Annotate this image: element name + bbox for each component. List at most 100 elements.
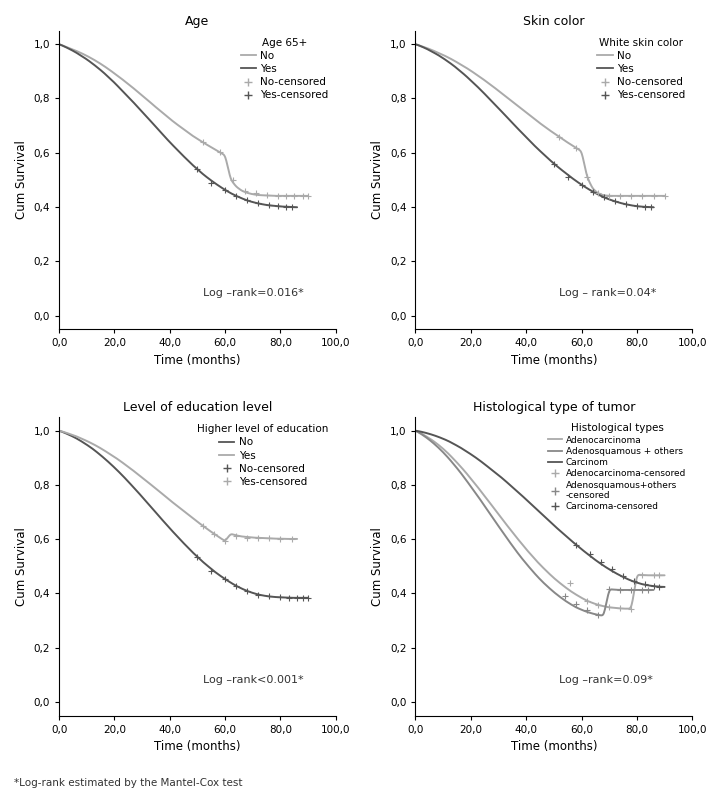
Point xyxy=(604,583,615,596)
Point xyxy=(570,142,582,154)
Point xyxy=(609,195,620,208)
Text: *Log-rank estimated by the Mantel-Cox test: *Log-rank estimated by the Mantel-Cox te… xyxy=(14,778,243,788)
Point xyxy=(614,602,626,615)
Point xyxy=(640,578,651,591)
Point xyxy=(274,591,286,604)
Point xyxy=(303,592,314,604)
Legend: No, Yes, No-censored, Yes-censored: No, Yes, No-censored, Yes-censored xyxy=(238,36,331,102)
Point xyxy=(625,603,637,615)
Title: Level of education level: Level of education level xyxy=(123,402,272,414)
Point xyxy=(230,530,242,543)
Point xyxy=(559,590,570,603)
Point xyxy=(628,574,640,587)
Point xyxy=(570,539,582,551)
Point xyxy=(206,177,217,189)
Point xyxy=(253,588,264,601)
Point xyxy=(637,584,648,596)
Point xyxy=(620,198,632,211)
Point xyxy=(241,194,253,207)
Point xyxy=(637,189,648,202)
Title: Skin color: Skin color xyxy=(523,15,585,28)
Point xyxy=(640,200,651,213)
Point xyxy=(289,189,300,202)
Point xyxy=(264,199,275,211)
Point xyxy=(584,547,596,560)
Point xyxy=(642,584,653,596)
Point xyxy=(614,189,626,202)
Text: Log –rank=0.09*: Log –rank=0.09* xyxy=(560,675,653,685)
Point xyxy=(581,171,593,184)
X-axis label: Time (months): Time (months) xyxy=(510,741,597,753)
Point xyxy=(208,527,219,540)
X-axis label: Time (months): Time (months) xyxy=(155,354,240,367)
Point xyxy=(280,189,292,202)
Point xyxy=(250,187,261,200)
Point xyxy=(592,608,604,621)
Point xyxy=(604,601,615,614)
Point xyxy=(648,189,659,202)
Point xyxy=(637,569,648,581)
Title: Age: Age xyxy=(186,15,209,28)
Y-axis label: Cum Survival: Cum Survival xyxy=(371,140,384,219)
Point xyxy=(565,577,576,589)
Point xyxy=(581,595,593,607)
Point xyxy=(297,189,308,202)
Point xyxy=(280,200,292,213)
Point xyxy=(297,592,308,604)
Point xyxy=(286,532,297,545)
Point xyxy=(253,531,264,544)
Point xyxy=(645,200,656,213)
Point xyxy=(272,200,284,212)
Point xyxy=(653,581,665,593)
Point xyxy=(592,187,604,200)
Point xyxy=(241,531,253,544)
Point xyxy=(230,580,242,592)
Point xyxy=(562,170,573,183)
Point xyxy=(272,189,284,202)
Point xyxy=(239,185,251,197)
Point xyxy=(303,189,314,202)
Point xyxy=(219,535,231,547)
Point xyxy=(283,592,295,604)
Legend: No, Yes, No-censored, Yes-censored: No, Yes, No-censored, Yes-censored xyxy=(195,422,331,489)
Point xyxy=(264,590,275,603)
Point xyxy=(598,191,609,204)
Point xyxy=(625,189,637,202)
Point xyxy=(595,556,606,569)
Point xyxy=(230,189,242,202)
Point xyxy=(261,188,272,201)
Point xyxy=(581,604,593,616)
Text: Log –rank=0.016*: Log –rank=0.016* xyxy=(203,288,304,299)
Point xyxy=(227,173,239,186)
Title: Histological type of tumor: Histological type of tumor xyxy=(473,402,635,414)
Point xyxy=(219,184,231,196)
Legend: Adenocarcinoma, Adenosquamous + others, Carcinom, Adenocarcinoma-censored, Adeno: Adenocarcinoma, Adenosquamous + others, … xyxy=(547,421,688,513)
Point xyxy=(214,146,225,158)
Point xyxy=(587,185,599,198)
Point xyxy=(575,178,587,191)
Point xyxy=(648,580,659,592)
Point xyxy=(197,136,209,149)
Point xyxy=(631,200,643,212)
X-axis label: Time (months): Time (months) xyxy=(510,354,597,367)
Y-axis label: Cum Survival: Cum Survival xyxy=(15,527,28,606)
Point xyxy=(592,599,604,611)
Point xyxy=(625,584,637,596)
Point xyxy=(658,189,670,202)
Point xyxy=(617,569,629,582)
Point xyxy=(197,520,209,532)
Point xyxy=(286,201,297,214)
Point xyxy=(264,532,275,545)
Point xyxy=(274,532,286,545)
Point xyxy=(191,550,203,563)
Point xyxy=(548,158,560,170)
Y-axis label: Cum Survival: Cum Survival xyxy=(371,527,384,606)
Legend: No, Yes, No-censored, Yes-censored: No, Yes, No-censored, Yes-censored xyxy=(595,36,687,102)
Y-axis label: Cum Survival: Cum Survival xyxy=(15,140,28,219)
Point xyxy=(554,131,565,143)
Point xyxy=(191,163,203,176)
Point xyxy=(291,592,303,604)
Point xyxy=(206,565,217,577)
Point xyxy=(648,569,659,581)
Point xyxy=(606,563,618,576)
